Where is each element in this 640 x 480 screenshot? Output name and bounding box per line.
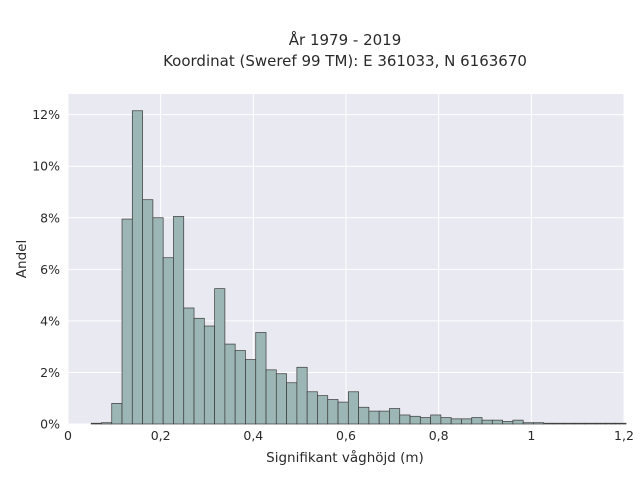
y-axis-label: Andel bbox=[14, 240, 30, 278]
histogram-bar bbox=[553, 422, 565, 425]
histogram-bar bbox=[275, 373, 287, 425]
histogram-bar bbox=[162, 257, 174, 425]
histogram-bar bbox=[440, 417, 452, 425]
y-tick-label: 4% bbox=[40, 313, 60, 328]
histogram-bar bbox=[286, 382, 298, 425]
histogram-bar bbox=[121, 218, 133, 425]
histogram-bar bbox=[337, 401, 349, 425]
histogram-bar bbox=[605, 422, 617, 425]
y-tick-label: 0% bbox=[40, 417, 60, 432]
histogram-bar bbox=[111, 403, 123, 425]
histogram-bar bbox=[430, 414, 442, 425]
x-tick-label: 0,2 bbox=[151, 428, 171, 443]
histogram-bar bbox=[296, 366, 308, 425]
histogram-bar bbox=[317, 395, 329, 425]
y-tick-label: 2% bbox=[40, 365, 60, 380]
histogram-bar bbox=[255, 332, 267, 425]
histogram-bar bbox=[183, 307, 195, 425]
histogram-bar bbox=[533, 422, 545, 425]
histogram-bar bbox=[90, 422, 102, 425]
histogram-bar bbox=[203, 325, 215, 425]
histogram-bar bbox=[522, 422, 534, 425]
histogram-bar bbox=[224, 343, 236, 425]
histogram-bar bbox=[131, 110, 143, 425]
histogram-bar bbox=[399, 414, 411, 425]
x-tick-label: 1 bbox=[527, 428, 535, 443]
x-axis-label: Signifikant våghöjd (m) bbox=[266, 449, 424, 466]
histogram-bar bbox=[214, 288, 226, 425]
histogram-bar bbox=[584, 422, 596, 425]
x-tick-label: 0,4 bbox=[243, 428, 263, 443]
chart-title: År 1979 - 2019 bbox=[289, 30, 402, 49]
histogram-bar bbox=[409, 415, 421, 425]
histogram-bar bbox=[594, 422, 606, 425]
histogram-bar bbox=[234, 350, 246, 425]
histogram-bar bbox=[358, 406, 370, 425]
histogram-bar bbox=[368, 410, 380, 425]
histogram-bar bbox=[347, 391, 359, 425]
histogram-bar bbox=[502, 421, 514, 425]
x-tick-label: 0,8 bbox=[429, 428, 449, 443]
histogram-bar bbox=[142, 199, 154, 425]
histogram-bar bbox=[245, 359, 257, 425]
histogram-bar bbox=[327, 399, 339, 425]
histogram-bar bbox=[471, 417, 483, 425]
x-tick-labels: 0 0,2 0,4 0,6 0,8 1 1,2 bbox=[64, 428, 634, 443]
x-tick-label: 0 bbox=[64, 428, 72, 443]
y-tick-label: 12% bbox=[32, 107, 60, 122]
y-tick-labels: 0% 2% 4% 6% 8% 10% 12% bbox=[32, 107, 60, 431]
y-tick-label: 10% bbox=[32, 159, 60, 174]
histogram-bar bbox=[563, 422, 575, 425]
histogram-bar bbox=[193, 317, 205, 425]
chart-subtitle: Koordinat (Sweref 99 TM): E 361033, N 61… bbox=[163, 52, 527, 70]
x-tick-label: 0,6 bbox=[336, 428, 356, 443]
histogram-bar bbox=[574, 422, 586, 425]
histogram-bar bbox=[450, 418, 462, 425]
histogram-bar bbox=[419, 417, 431, 425]
histogram-bar bbox=[389, 408, 401, 425]
histogram-bar bbox=[378, 410, 390, 425]
histogram-bar bbox=[615, 422, 627, 425]
x-tick-label: 1,2 bbox=[614, 428, 634, 443]
histogram-bar bbox=[306, 391, 318, 425]
histogram-bar bbox=[101, 422, 113, 425]
histogram-bar bbox=[491, 419, 503, 425]
histogram-bar bbox=[461, 418, 473, 425]
histogram-bar bbox=[512, 419, 524, 425]
histogram-bar bbox=[173, 216, 185, 425]
histogram-bar bbox=[481, 419, 493, 425]
y-tick-label: 6% bbox=[40, 262, 60, 277]
y-tick-label: 8% bbox=[40, 210, 60, 225]
histogram-bar bbox=[543, 422, 555, 425]
histogram-bar bbox=[152, 217, 164, 425]
histogram-bar bbox=[265, 369, 277, 425]
bars bbox=[90, 110, 627, 425]
